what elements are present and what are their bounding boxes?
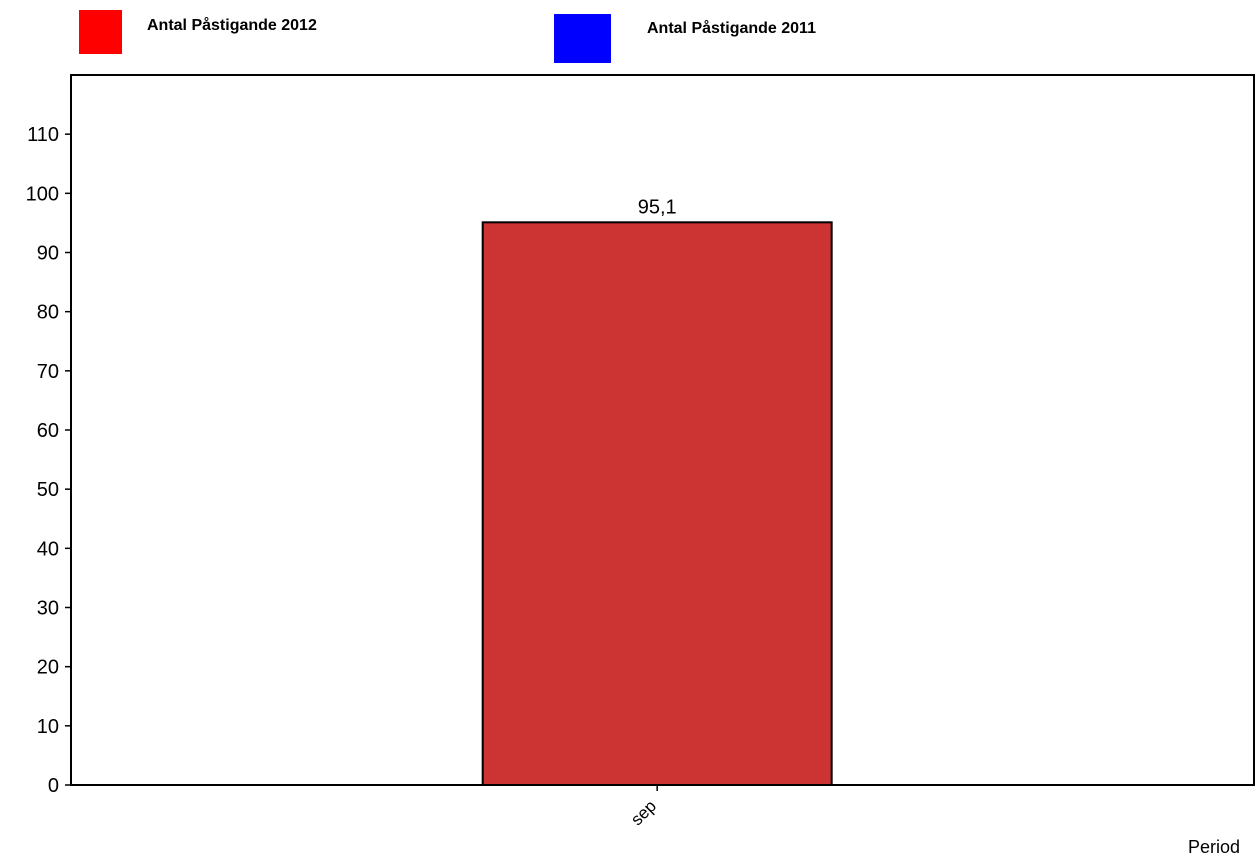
bar-sep [481,221,833,786]
legend-swatch-2012 [79,10,122,54]
y-tick-label: 80 [37,302,59,324]
y-tick-label: 30 [37,598,59,620]
legend-label-2011: Antal Påstigande 2011 [647,19,816,37]
legend-item-2011: Antal Påstigande 2011 [554,14,816,63]
y-tick-label: 90 [37,243,59,265]
x-axis-label: Period [1188,837,1240,857]
y-tick-label: 50 [37,479,59,501]
bar-value-label: 95,1 [638,196,677,218]
y-tick-label: 0 [48,775,59,797]
y-tick-label: 20 [37,657,59,679]
legend-item-2012: Antal Påstigande 2012 [79,10,317,54]
y-tick-label: 60 [37,420,59,442]
legend-label-2012: Antal Påstigande 2012 [147,17,317,34]
x-tick-label: sep [627,796,660,829]
y-tick-label: 10 [37,716,59,738]
y-tick-label: 70 [37,361,59,383]
y-tick-label: 40 [37,538,59,560]
y-tick-label: 100 [26,183,59,205]
legend-swatch-2011 [554,14,611,63]
y-tick-label: 110 [27,124,59,146]
